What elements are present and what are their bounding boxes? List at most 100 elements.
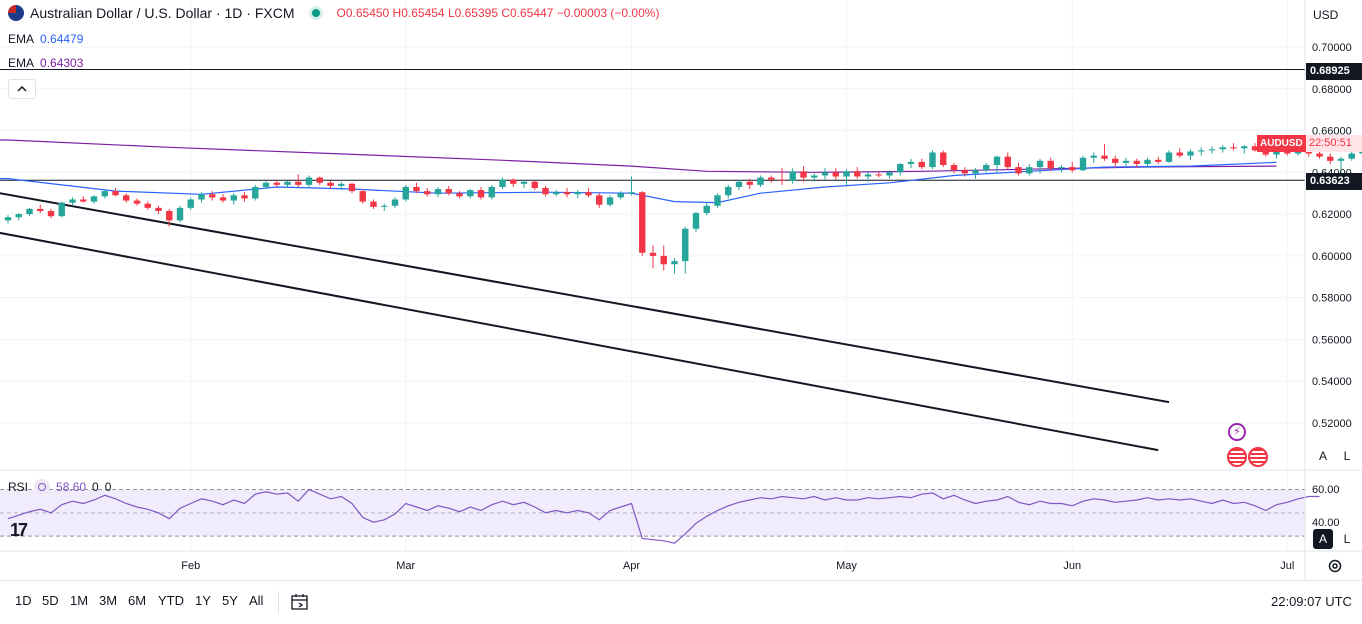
log-scale-button[interactable]: L [1343,449,1351,463]
candle-body [886,172,893,176]
candle-body [864,174,872,177]
range-all-button[interactable]: All [249,593,264,608]
candle-body [993,156,1001,166]
candle-body [1187,151,1194,156]
price-tick-label: 0.62000 [1312,209,1352,221]
candle-body [843,171,850,177]
range-6m-button[interactable]: 6M [128,593,147,608]
candle-body [854,171,861,177]
price-axis[interactable]: 0.700000.680000.660000.640000.620000.600… [1312,42,1352,430]
candle-body [746,181,753,185]
candle-body [391,199,399,206]
candle-body [1133,160,1140,164]
range-5y-button[interactable]: 5Y [222,593,238,608]
chart-background [0,0,1305,580]
time-tick-label: Apr [623,560,640,572]
ema2-legend[interactable]: EMA 0.64303 [8,56,83,70]
rsi-settings-icon[interactable] [34,479,51,495]
candle-body [327,182,334,186]
candle-body [778,179,786,181]
range-1m-button[interactable]: 1M [70,593,89,608]
candle-body [1036,160,1044,168]
auto-scale-button[interactable]: A [1318,449,1327,463]
candle-body [1165,152,1173,162]
candle-body [639,192,646,253]
rsi-value: 58.60 [56,480,87,494]
lightning-event-icon[interactable]: ⚡ [1228,423,1246,441]
candle-body [897,163,904,173]
candle-body [961,170,968,174]
trend-line[interactable] [0,192,1170,404]
tradingview-logo[interactable]: 17 [10,520,28,540]
candle-body [230,195,237,201]
chart-settings-button[interactable] [1326,557,1344,575]
range-5d-button[interactable]: 5D [42,593,59,608]
date-range-button[interactable] [290,592,310,617]
ema1-legend[interactable]: EMA 0.64479 [8,32,83,46]
rsi-auto-scale-button[interactable]: A [1313,529,1333,549]
candle-body [789,171,796,181]
candle-body [80,199,87,202]
market-status-icon[interactable] [309,6,323,20]
toolbar-divider [278,591,279,613]
time-tick-label: Mar [396,560,415,572]
candle-body [273,182,280,185]
collapse-legend-button[interactable] [8,79,36,99]
ema1-value: 0.64479 [40,32,84,46]
lower-line-price-tag: 0.63623 [1306,173,1362,190]
candle-body [166,210,173,221]
candle-body [875,174,882,176]
candle-body [488,186,495,198]
price-tick-label: 0.68000 [1312,84,1352,96]
candle-body [714,195,721,206]
time-axis[interactable]: Feb Mar Apr May Jun Jul [181,560,1294,572]
range-1d-button[interactable]: 1D [15,593,32,608]
candle-body [703,205,710,214]
time-tick-label: Jul [1280,560,1294,572]
candle-body [434,189,442,195]
candle-body [47,210,55,217]
range-3m-button[interactable]: 3M [99,593,118,608]
ema-slow-line [0,139,1277,173]
currency-selector[interactable]: USD [1313,8,1339,22]
chevron-up-icon [17,85,27,92]
candle-body [305,177,313,185]
candle-body [58,202,65,217]
candle-body [198,194,205,200]
candle-body [1155,159,1162,162]
candle-body [907,161,915,164]
us-flag-event-icon[interactable] [1248,447,1268,467]
ema2-value: 0.64303 [40,56,84,70]
symbol-title[interactable]: Australian Dollar / U.S. Dollar · 1D · F… [30,5,295,21]
candle-body [1090,155,1097,158]
price-tick-label: 0.56000 [1312,334,1352,346]
candle-body [918,161,925,168]
chart-canvas[interactable]: 0.700000.680000.660000.640000.620000.600… [0,0,1362,580]
horizontal-lines-layer[interactable] [0,68,1305,181]
rsi-tick-40: 40.00 [1312,517,1340,529]
candle-body [542,188,549,195]
candle-body [477,190,485,198]
us-flag-event-icon[interactable] [1227,447,1247,467]
clock-time[interactable]: 22:09:07 UTC [1271,594,1352,609]
trend-line[interactable] [0,231,1159,452]
candle-body [1069,167,1076,171]
trend-lines-layer[interactable] [0,192,1170,452]
rsi-extra-2: 0 [104,480,112,494]
candle-body [1122,160,1130,163]
rsi-tick-60: 60.00 [1312,484,1340,496]
candle-body [520,181,528,184]
range-ytd-button[interactable]: YTD [158,593,184,608]
rsi-legend[interactable]: RSI 58.60 0 0 [8,479,111,495]
price-tick-label: 0.58000 [1312,293,1352,305]
candle-body [424,191,431,195]
candle-body [413,186,420,192]
range-1y-button[interactable]: 1Y [195,593,211,608]
candle-body [1176,152,1183,156]
candle-body [660,255,667,265]
candle-body [1241,146,1248,149]
candle-body [101,191,108,197]
rsi-log-scale-button[interactable]: L [1343,532,1351,546]
candle-body [768,177,775,180]
candle-body [4,217,12,221]
